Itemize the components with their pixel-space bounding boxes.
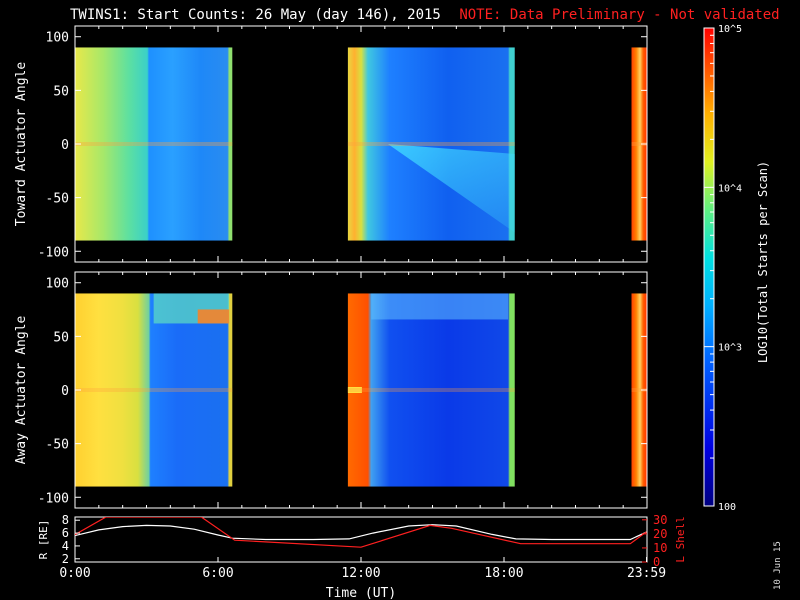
colorbar-gradient (704, 28, 714, 506)
colorbar: 10^5 10^4 10^3 100 LOG10(Total Starts per S… (703, 24, 770, 513)
xtick-label: 18:00 (484, 566, 523, 581)
ylabel-right: L Shell (674, 516, 687, 562)
ylabel-left: R [RE] (37, 520, 50, 560)
zero-angle-band (631, 388, 647, 392)
title-warning: NOTE: Data Preliminary - Not validated (459, 7, 780, 23)
toward-actuator-panel: 100 50 0 -50 -100 Toward Actuator Angle (14, 25, 648, 263)
away-actuator-panel: 100 50 0 -50 -100 Away Actuator Angle (14, 271, 648, 509)
zero-angle-band (347, 142, 515, 146)
ytick-right-label: 20 (653, 527, 667, 541)
xtick-label: 6:00 (202, 566, 233, 581)
ytick-left-label: 6 (62, 526, 69, 540)
heatmap-segment (631, 47, 647, 241)
ytick-left-label: 4 (62, 539, 69, 553)
heatmap-segment (75, 47, 233, 241)
ytick-left-label: 8 (62, 513, 69, 527)
heatmap-segment (75, 293, 233, 487)
ytick-label: -100 (38, 491, 69, 506)
ylabel: Toward Actuator Angle (14, 62, 29, 227)
ytick-label: -50 (46, 192, 69, 207)
datestamp: 10 Jun 15 (773, 541, 783, 590)
colorbar-tick-label: 10^4 (718, 183, 742, 194)
series-line (75, 517, 647, 548)
zero-angle-band (631, 142, 647, 146)
chart-title: TWINS1: Start Counts: 26 May (day 146), … (70, 7, 780, 23)
ytick-label: 100 (46, 31, 69, 46)
ytick-label: 50 (53, 330, 69, 345)
series-line (75, 524, 647, 541)
heatmap-segment (631, 293, 647, 487)
heatmap-feature (197, 309, 230, 324)
heatmap-wedge (387, 144, 515, 233)
ytick-left-label: 2 (62, 552, 69, 566)
ytick-label: -100 (38, 245, 69, 260)
colorbar-tick-label: 10^5 (718, 24, 742, 35)
xlabel: Time (UT) (326, 586, 396, 600)
xtick-label: 12:00 (341, 566, 380, 581)
colorbar-label: LOG10(Total Starts per Scan) (756, 161, 770, 363)
heatmap-segment (347, 293, 515, 487)
ytick-right-label: 30 (653, 513, 667, 527)
zero-angle-band (347, 388, 515, 392)
ytick-label: -50 (46, 438, 69, 453)
title-main: TWINS1: Start Counts: 26 May (day 146), … (70, 7, 441, 23)
zero-angle-band (75, 142, 233, 146)
ytick-label: 0 (61, 138, 69, 153)
heatmap-feature (347, 387, 362, 393)
heatmap-feature (371, 293, 509, 320)
xtick-label: 0:00 (59, 566, 90, 581)
ytick-label: 0 (61, 384, 69, 399)
xtick-label: 23:59 (627, 566, 666, 581)
ytick-label: 50 (53, 84, 69, 99)
ylabel: Away Actuator Angle (14, 315, 29, 464)
ytick-right-label: 0 (653, 555, 660, 569)
colorbar-tick-label: 100 (718, 502, 736, 513)
zero-angle-band (75, 388, 233, 392)
ytick-label: 100 (46, 277, 69, 292)
ytick-right-label: 10 (653, 541, 667, 555)
colorbar-tick-label: 10^3 (718, 343, 742, 354)
